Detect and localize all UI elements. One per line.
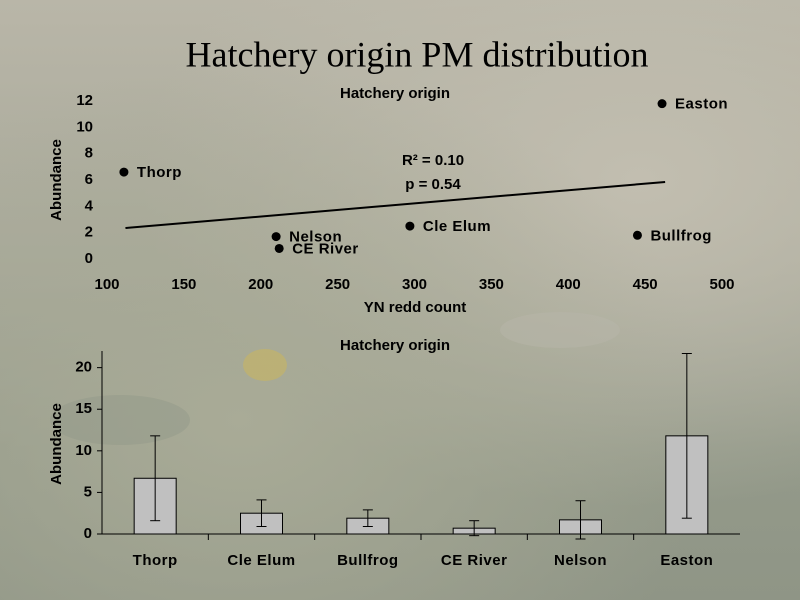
annotation: R² = 0.10 (402, 152, 464, 169)
x-tick-label: Easton (660, 552, 713, 569)
y-tick-label: 8 (85, 145, 93, 162)
trendline (125, 180, 666, 230)
y-tick-label: 4 (85, 197, 94, 214)
y-tick-label: 15 (75, 400, 92, 417)
point-label: Cle Elum (423, 218, 491, 235)
x-tick-label: Thorp (133, 552, 178, 569)
y-axis-label: Abundance (48, 139, 65, 221)
y-tick-label: 10 (76, 118, 93, 135)
x-tick-label: 150 (171, 276, 196, 293)
y-tick-label: 20 (75, 359, 92, 376)
x-tick-label: 500 (709, 276, 734, 293)
slide-title: Hatchery origin PM distribution (186, 34, 649, 74)
point-label: Thorp (137, 164, 182, 181)
point (405, 221, 415, 231)
y-axis-label: Abundance (48, 403, 65, 485)
point-label: CE River (292, 240, 359, 257)
y-tick-label: 10 (75, 442, 92, 459)
x-tick-label: 300 (402, 276, 427, 293)
point (632, 230, 642, 240)
x-tick-label: Bullfrog (337, 552, 399, 569)
x-tick-label: CE River (441, 552, 508, 569)
x-tick-label: Cle Elum (227, 552, 295, 569)
x-tick-label: 200 (248, 276, 273, 293)
x-tick-label: Nelson (554, 552, 607, 569)
y-tick-label: 0 (85, 250, 93, 267)
y-tick-label: 5 (84, 483, 92, 500)
x-tick-label: 250 (325, 276, 350, 293)
y-tick-label: 0 (84, 525, 92, 542)
y-tick-label: 2 (85, 224, 93, 241)
point (271, 232, 281, 242)
x-tick-label: 450 (633, 276, 658, 293)
x-tick-label: 100 (94, 276, 119, 293)
x-tick-label: 400 (556, 276, 581, 293)
chart-title: Hatchery origin (340, 337, 450, 354)
point-label: Easton (675, 96, 728, 113)
chart-title: Hatchery origin (340, 85, 450, 102)
point (274, 243, 284, 253)
x-tick-label: 350 (479, 276, 504, 293)
stone (243, 349, 287, 381)
y-tick-label: 6 (85, 171, 93, 188)
annotation: p = 0.54 (405, 176, 461, 193)
point (657, 99, 667, 109)
point-label: Bullfrog (650, 227, 712, 244)
point (119, 167, 129, 177)
x-axis-label: YN redd count (364, 299, 467, 316)
point-label: Nelson (289, 229, 342, 246)
stone (500, 312, 620, 348)
y-tick-label: 12 (76, 92, 93, 109)
stone (50, 395, 190, 445)
